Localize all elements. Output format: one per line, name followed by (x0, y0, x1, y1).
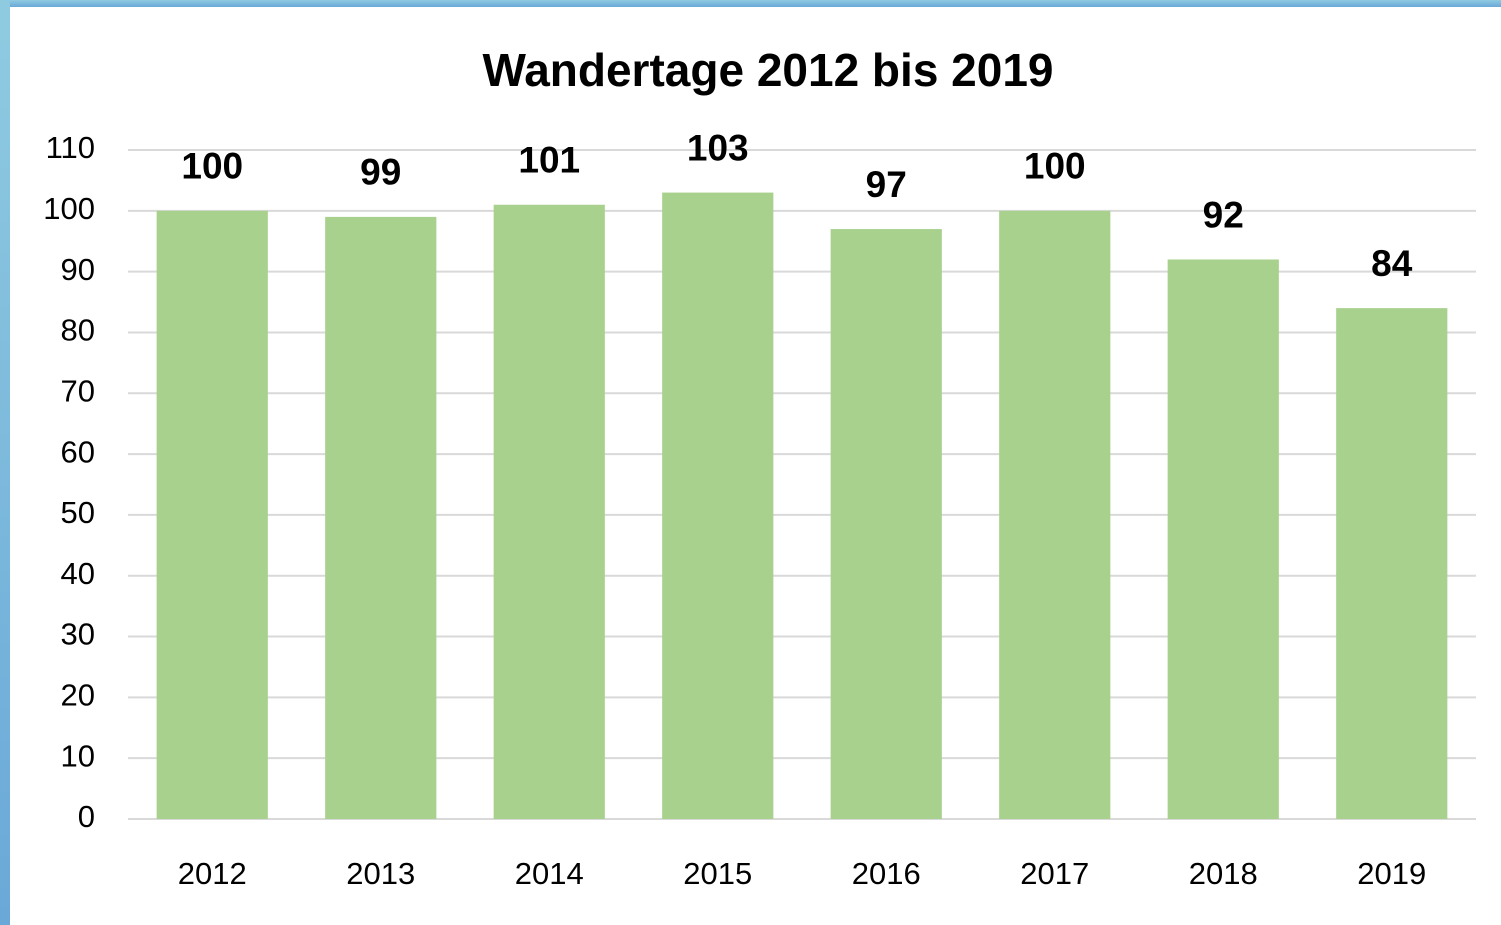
y-tick-label: 50 (61, 495, 95, 530)
data-label: 103 (687, 127, 749, 168)
y-tick-label: 90 (61, 252, 95, 287)
y-tick-label: 30 (61, 617, 95, 652)
bar (662, 192, 774, 819)
bar (325, 216, 437, 819)
bar (830, 229, 942, 820)
data-label: 100 (181, 146, 243, 187)
data-label: 100 (1024, 146, 1086, 187)
bar (999, 210, 1111, 819)
frame-top (0, 0, 1501, 7)
y-tick-label: 10 (61, 738, 95, 773)
x-tick-label: 2015 (683, 856, 752, 891)
y-tick-label: 100 (43, 191, 95, 226)
x-tick-label: 2013 (346, 856, 415, 891)
bar (493, 204, 605, 820)
frame-left (0, 0, 10, 925)
data-label: 84 (1371, 243, 1413, 284)
y-tick-label: 20 (61, 678, 95, 713)
y-tick-label: 0 (78, 799, 95, 834)
x-tick-label: 2019 (1357, 856, 1426, 891)
x-tick-label: 2018 (1189, 856, 1258, 891)
x-tick-label: 2012 (178, 856, 247, 891)
bar (1336, 308, 1448, 819)
data-label: 101 (518, 140, 580, 181)
y-tick-label: 40 (61, 556, 95, 591)
bar (1167, 259, 1279, 819)
bar (156, 210, 268, 819)
y-tick-label: 80 (61, 313, 95, 348)
y-tick-label: 70 (61, 373, 95, 408)
data-label: 99 (360, 152, 401, 193)
data-label: 92 (1203, 194, 1244, 235)
x-tick-label: 2016 (852, 856, 921, 891)
y-tick-label: 110 (46, 130, 95, 165)
x-tick-label: 2017 (1020, 856, 1089, 891)
data-label: 97 (866, 164, 907, 205)
chart-title: Wandertage 2012 bis 2019 (482, 44, 1053, 96)
x-tick-label: 2014 (515, 856, 584, 891)
y-tick-label: 60 (61, 434, 95, 469)
